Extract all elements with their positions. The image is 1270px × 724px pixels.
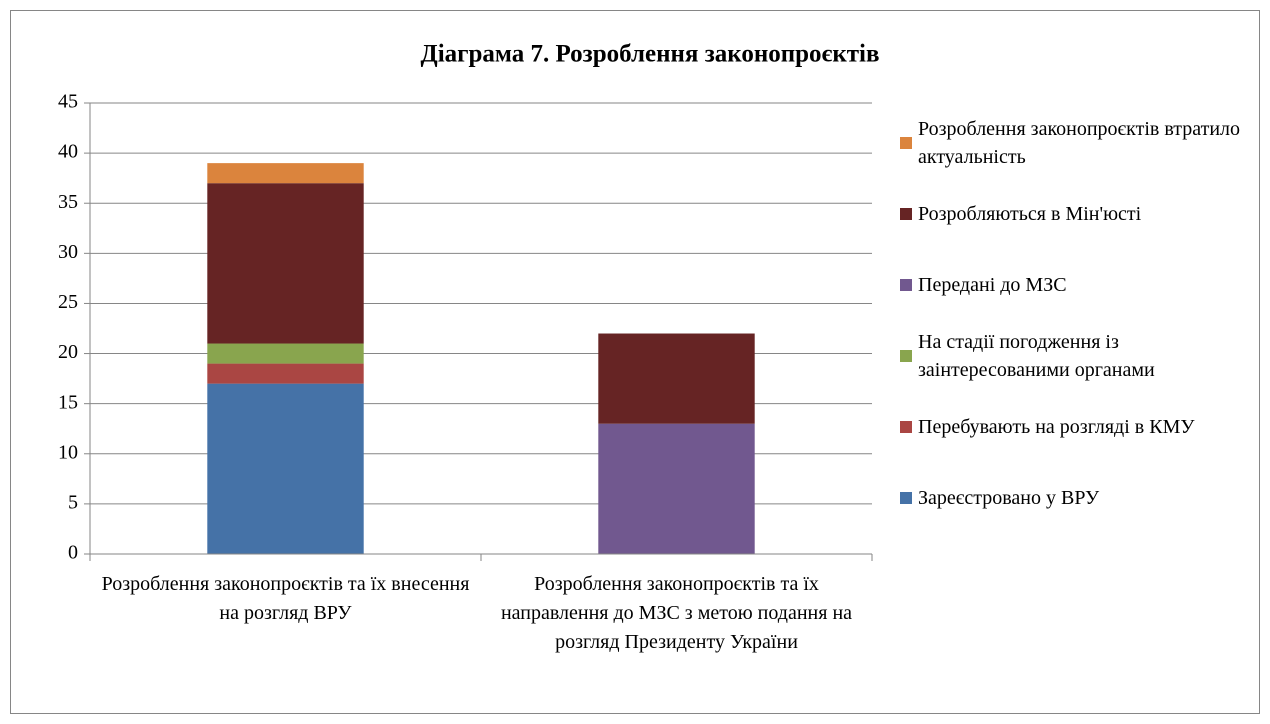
- legend-entry: Розроблення законопроєктів втратило акту…: [900, 115, 1260, 171]
- legend-swatch: [900, 492, 912, 504]
- y-tick-label: 5: [68, 491, 78, 513]
- y-tick-label: 20: [58, 341, 78, 363]
- legend-swatch: [900, 137, 912, 149]
- legend-swatch: [900, 279, 912, 291]
- legend-label: Розробляються в Мін'юсті: [918, 203, 1142, 225]
- legend-entry: На стадії погодження із заінтересованими…: [900, 328, 1260, 384]
- chart-title: Діаграма 7. Розроблення законопроєктів: [421, 41, 880, 68]
- legend-label: Зареєстровано у ВРУ: [918, 487, 1100, 509]
- legend-swatch: [900, 350, 912, 362]
- legend-label: На стадії погодження із заінтересованими…: [918, 331, 1155, 381]
- legend-swatch: [900, 208, 912, 220]
- bar-segment: [207, 343, 364, 364]
- y-tick-label: 30: [58, 241, 78, 263]
- legend-swatch: [900, 421, 912, 433]
- y-tick-label: 0: [68, 542, 78, 564]
- bar-segment: [598, 333, 755, 424]
- y-tick-label: 10: [58, 441, 78, 463]
- y-tick-label: 40: [58, 141, 78, 163]
- bar-segment: [207, 163, 364, 184]
- x-tick-label: Розроблення законопроєктів та їх внесенн…: [101, 573, 470, 624]
- legend-entry: Передані до МЗС: [900, 271, 1260, 299]
- y-tick-label: 35: [58, 191, 78, 213]
- legend-label: Перебувають на розгляді в КМУ: [918, 416, 1195, 438]
- y-tick-label: 25: [58, 291, 78, 313]
- y-tick-label: 15: [58, 391, 78, 413]
- y-tick-label: 45: [58, 91, 78, 113]
- bar-segment: [207, 363, 364, 384]
- legend-entry: Зареєстровано у ВРУ: [900, 484, 1260, 512]
- bar-segment: [207, 383, 364, 554]
- legend-label: Передані до МЗС: [918, 274, 1067, 296]
- legend-entry: Розробляються в Мін'юсті: [900, 200, 1260, 228]
- bar-segment: [598, 423, 755, 554]
- x-tick-label: Розроблення законопроєктів та їх направл…: [500, 573, 853, 653]
- legend-label: Розроблення законопроєктів втратило акту…: [918, 118, 1241, 168]
- legend-entry: Перебувають на розгляді в КМУ: [900, 413, 1260, 441]
- bar-segment: [207, 183, 364, 344]
